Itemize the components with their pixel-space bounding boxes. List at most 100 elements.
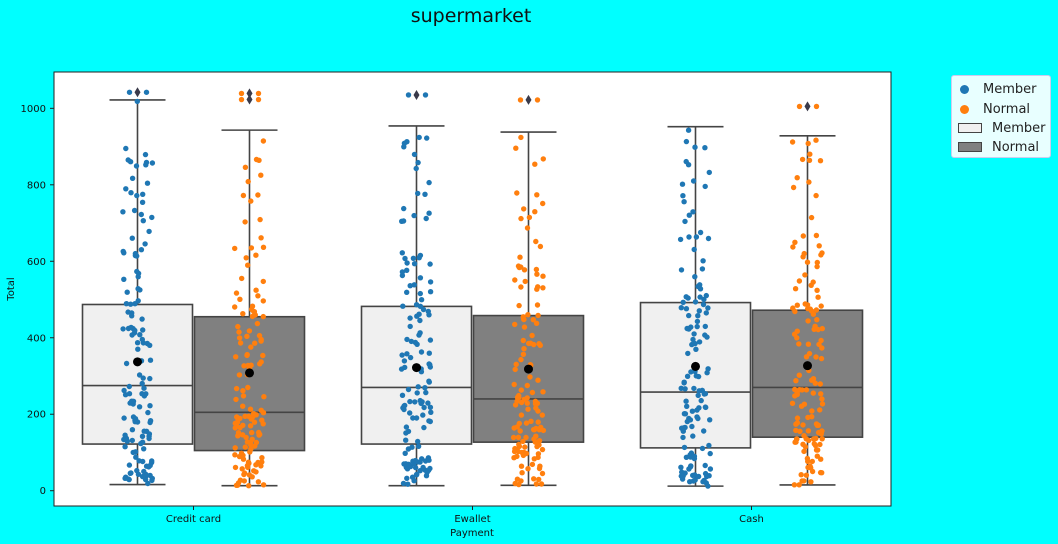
strip-point <box>130 449 136 456</box>
strip-point <box>248 446 254 452</box>
strip-point <box>803 472 810 478</box>
strip-point <box>123 360 130 367</box>
strip-point <box>133 454 139 460</box>
strip-point <box>815 447 821 453</box>
strip-point <box>520 337 526 344</box>
mean-markers <box>133 357 812 378</box>
strip-point <box>794 175 800 181</box>
strip-point <box>798 472 804 478</box>
strip-point <box>139 439 146 445</box>
strip-point <box>816 341 822 348</box>
strip-point <box>407 315 413 321</box>
strip-point <box>532 161 538 167</box>
strip-point <box>405 481 411 487</box>
strip-point <box>805 428 812 434</box>
strip-point <box>402 402 408 409</box>
strip-point <box>402 255 408 262</box>
strip-point <box>404 260 410 266</box>
strip-point <box>237 296 243 302</box>
strip-point <box>408 338 415 345</box>
strip-point <box>233 396 239 403</box>
strip-point <box>516 420 522 427</box>
strip-point <box>806 179 812 185</box>
strip-point <box>789 400 796 406</box>
strip-point <box>145 480 151 487</box>
strip-point <box>423 215 429 222</box>
strip-point <box>420 464 426 471</box>
strip-point <box>690 472 696 479</box>
strip-point <box>686 212 692 218</box>
strip-point <box>427 337 434 343</box>
strip-point <box>245 178 251 185</box>
strip-point <box>791 331 798 337</box>
outlier-marker <box>246 94 253 105</box>
strip-point <box>518 356 524 363</box>
strip-point <box>678 305 684 311</box>
strip-point <box>805 140 811 147</box>
strip-point <box>684 403 690 409</box>
strip-point <box>147 403 153 409</box>
strip-point <box>812 380 818 386</box>
strip-point <box>532 209 538 215</box>
strip-point <box>680 434 686 441</box>
strip-point <box>129 235 135 241</box>
strip-point <box>402 364 408 371</box>
strip-point <box>121 250 127 256</box>
strip-point <box>540 156 546 162</box>
strip-point <box>534 400 541 406</box>
strip-point <box>700 301 707 308</box>
strip-point <box>144 180 151 186</box>
strip-point <box>251 419 258 425</box>
strip-point <box>802 444 809 450</box>
strip-point <box>689 423 695 430</box>
strip-point <box>692 144 698 150</box>
strip-point <box>817 407 823 413</box>
strip-point <box>688 369 694 375</box>
strip-point <box>247 406 254 412</box>
y-tick-label: 400 <box>27 333 46 344</box>
strip-point <box>521 316 527 323</box>
strip-point <box>703 404 709 411</box>
strip-point <box>510 434 517 441</box>
strip-point <box>404 336 410 343</box>
strip-point <box>818 355 825 362</box>
strip-point <box>252 340 258 346</box>
strip-point <box>523 420 530 426</box>
strip-point <box>796 341 802 347</box>
strip-point <box>707 417 713 423</box>
strip-point <box>413 165 419 172</box>
y-tick-label: 0 <box>40 486 46 497</box>
strip-point <box>248 245 255 251</box>
strip-point <box>138 247 145 253</box>
strip-point <box>521 267 528 273</box>
strip-point <box>701 296 707 303</box>
strip-point <box>134 268 140 275</box>
strip-point <box>240 422 246 428</box>
strip-point <box>793 427 799 434</box>
strip-point <box>814 453 820 459</box>
strip-point <box>140 375 146 381</box>
strip-point <box>260 421 266 427</box>
strip-point <box>135 286 141 292</box>
strip-point <box>143 89 150 95</box>
strip-point <box>131 207 138 214</box>
strip-point <box>818 303 824 309</box>
strip-point <box>422 191 428 197</box>
strip-point <box>536 442 542 448</box>
strip-point <box>139 199 146 205</box>
strip-point <box>232 304 238 310</box>
strip-point <box>143 391 149 397</box>
strip-point <box>693 346 699 352</box>
strip-point <box>239 466 245 472</box>
strip-point <box>515 263 522 269</box>
strip-point <box>253 156 260 163</box>
strip-point <box>149 160 156 166</box>
strip-point <box>146 228 152 235</box>
strip-point <box>127 301 134 307</box>
strip-point <box>411 478 417 484</box>
strip-point <box>702 145 708 151</box>
strip-point <box>424 135 430 141</box>
strip-point <box>420 412 426 418</box>
strip-point <box>516 392 522 399</box>
